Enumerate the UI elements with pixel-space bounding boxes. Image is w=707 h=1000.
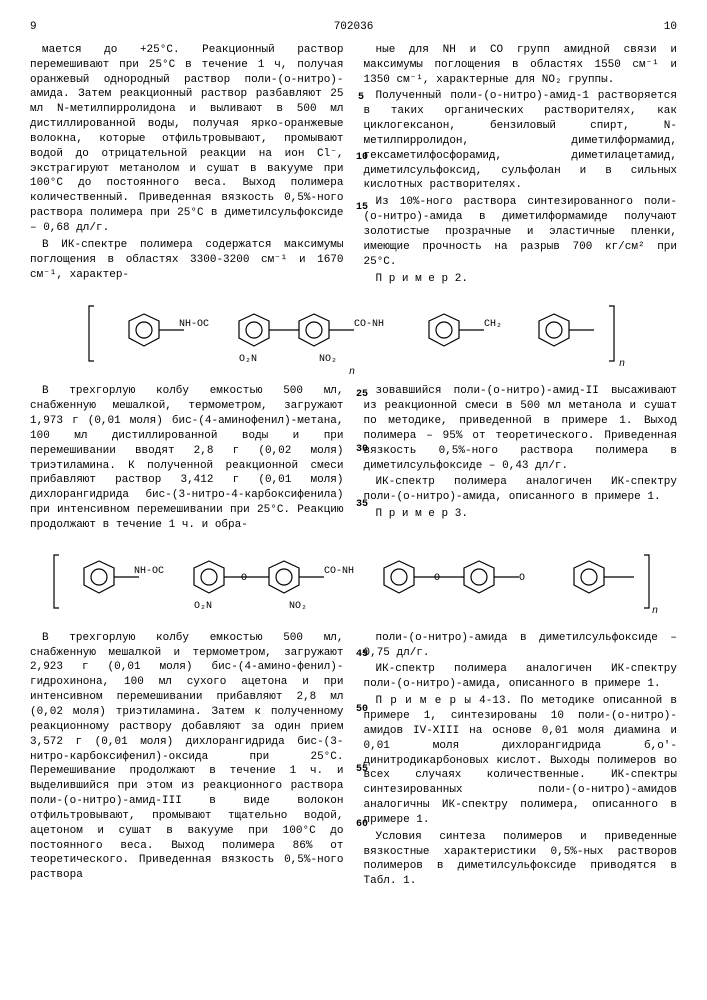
- svg-text:n: n: [652, 606, 658, 617]
- svg-text:CO-NH: CO-NH: [324, 566, 354, 577]
- paragraph: Условия синтеза полимеров и приведенные …: [364, 830, 678, 889]
- paragraph: зовавшийся поли-(о-нитро)-амид-II высажи…: [364, 384, 678, 473]
- content: 5 10 15 мается до +25°С. Реакционный рас…: [30, 43, 677, 891]
- svg-text:O: O: [519, 573, 525, 584]
- svg-text:O: O: [434, 573, 440, 584]
- page-header: 9 702036 10: [30, 20, 677, 35]
- svg-text:O₂N: O₂N: [239, 354, 257, 365]
- page-number-right: 10: [647, 20, 677, 35]
- svg-text:NH-OC: NH-OC: [134, 566, 164, 577]
- formula-svg: NH-OC CO-NH CH₂ O₂N NO₂ n n: [74, 296, 634, 376]
- paragraph: Из 10%-ного раствора синтезированного по…: [364, 195, 678, 269]
- page-number-left: 9: [30, 20, 60, 35]
- line-number: 5: [358, 91, 364, 105]
- svg-text:CO-NH: CO-NH: [354, 319, 384, 330]
- column-f: поли-(о-нитро)-амида в диметилсульфоксид…: [364, 631, 678, 891]
- svg-text:CH₂: CH₂: [484, 319, 502, 330]
- paragraph: ные для NH и CO групп амидной связи и ма…: [364, 43, 678, 88]
- svg-text:n: n: [349, 367, 355, 376]
- column-b: ные для NH и CO групп амидной связи и ма…: [364, 43, 678, 289]
- paragraph: П р и м е р 2.: [364, 272, 678, 287]
- svg-text:NO₂: NO₂: [289, 601, 307, 612]
- paragraph: В ИК-спектре полимера содержатся максиму…: [30, 238, 344, 283]
- formula-svg: NH-OC O CO-NH O O O₂N NO₂ n: [44, 543, 664, 623]
- paragraph: Полученный поли-(о-нитро)-амид-1 раствор…: [364, 89, 678, 193]
- column-d: зовавшийся поли-(о-нитро)-амид-II высажи…: [364, 384, 678, 534]
- line-number: 25: [356, 388, 368, 402]
- column-a: мается до +25°С. Реакционный раствор пер…: [30, 43, 344, 289]
- paragraph: В трехгорлую колбу емкостью 500 мл, снаб…: [30, 631, 344, 883]
- paragraph: мается до +25°С. Реакционный раствор пер…: [30, 43, 344, 236]
- columns-block-1: мается до +25°С. Реакционный раствор пер…: [30, 43, 677, 289]
- patent-number: 702036: [60, 20, 647, 35]
- line-number: 60: [356, 818, 368, 832]
- paragraph: В трехгорлую колбу емкостью 500 мл, снаб…: [30, 384, 344, 532]
- line-number: 45: [356, 648, 368, 662]
- line-number: 15: [356, 201, 368, 215]
- line-number: 55: [356, 763, 368, 777]
- paragraph: П р и м е р ы 4-13. По методике описанно…: [364, 694, 678, 828]
- column-c: В трехгорлую колбу емкостью 500 мл, снаб…: [30, 384, 344, 534]
- paragraph: П р и м е р 3.: [364, 507, 678, 522]
- line-number: 35: [356, 498, 368, 512]
- columns-block-3: В трехгорлую колбу емкостью 500 мл, снаб…: [30, 631, 677, 891]
- paragraph: ИК-спектр полимера аналогичен ИК-спектру…: [364, 662, 678, 692]
- paragraph: поли-(о-нитро)-амида в диметилсульфоксид…: [364, 631, 678, 661]
- line-number: 30: [356, 443, 368, 457]
- line-number: 10: [356, 151, 368, 165]
- columns-block-2: В трехгорлую колбу емкостью 500 мл, снаб…: [30, 384, 677, 534]
- svg-text:O₂N: O₂N: [194, 601, 212, 612]
- chemical-formula-2: NH-OC O CO-NH O O O₂N NO₂ n: [30, 543, 677, 623]
- paragraph: ИК-спектр полимера аналогичен ИК-спектру…: [364, 475, 678, 505]
- chemical-formula-1: NH-OC CO-NH CH₂ O₂N NO₂ n n: [30, 296, 677, 376]
- svg-text:O: O: [241, 573, 247, 584]
- svg-text:n: n: [619, 359, 625, 370]
- svg-text:NO₂: NO₂: [319, 354, 337, 365]
- svg-text:NH-OC: NH-OC: [179, 319, 209, 330]
- column-e: В трехгорлую колбу емкостью 500 мл, снаб…: [30, 631, 344, 891]
- line-number: 50: [356, 703, 368, 717]
